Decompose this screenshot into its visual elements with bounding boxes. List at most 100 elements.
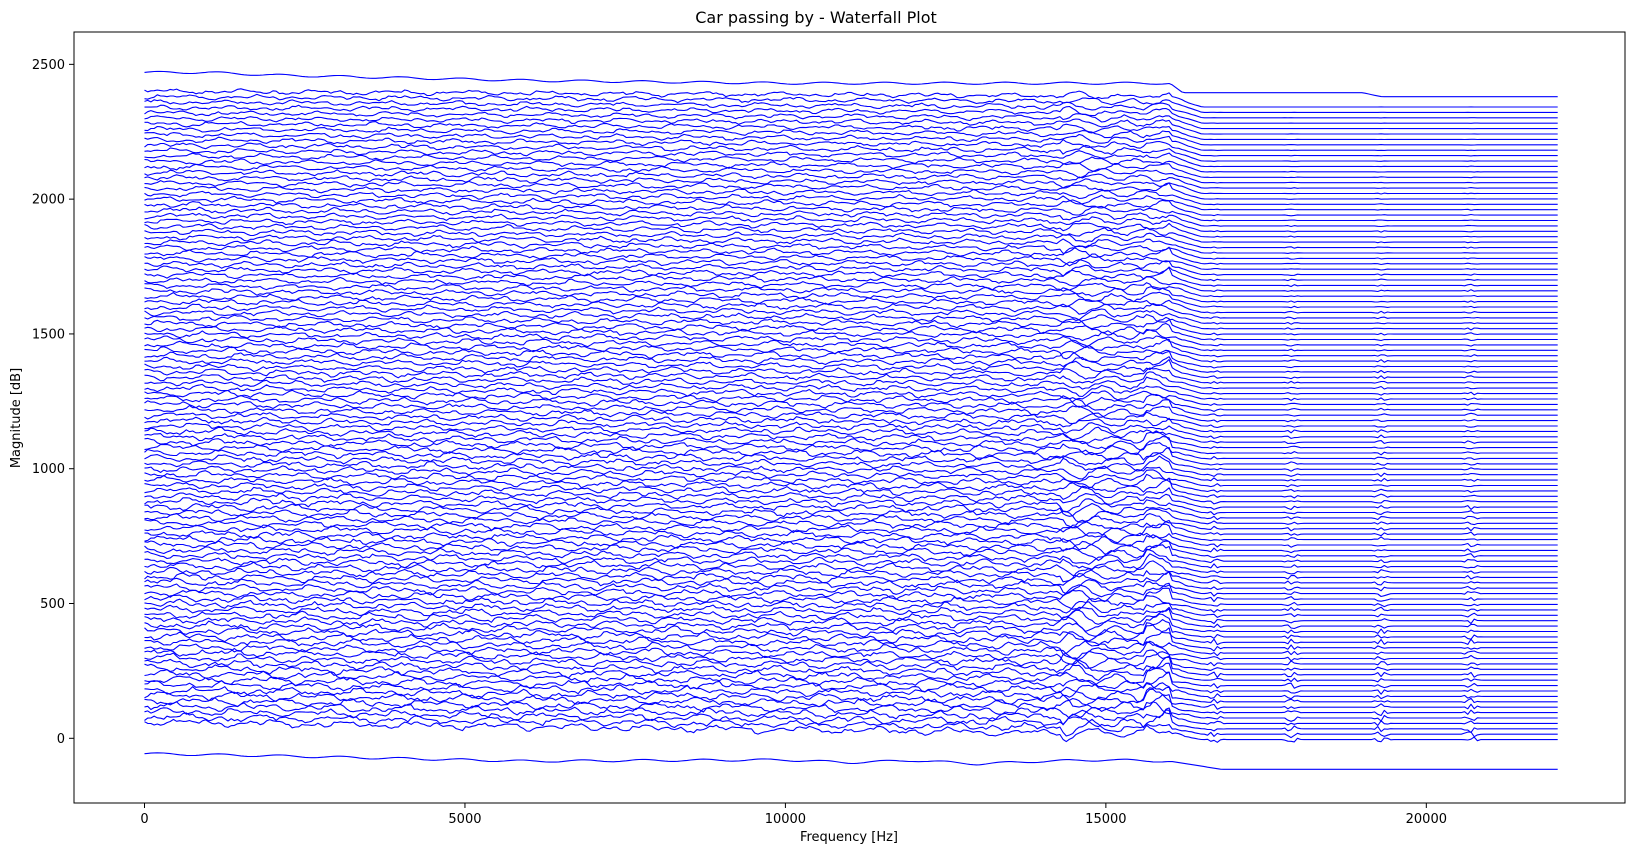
series-line: [144, 400, 1558, 423]
series-line: [144, 652, 1558, 678]
series-line: [144, 474, 1558, 499]
series-line: [144, 691, 1558, 717]
series-line: [144, 152, 1558, 173]
series-line: [144, 356, 1558, 380]
series-line: [144, 309, 1558, 331]
series-line: [144, 206, 1558, 228]
series-line: [144, 643, 1558, 667]
y-tick-label: 0: [57, 732, 65, 747]
series-line: [144, 631, 1558, 657]
series-line: [144, 663, 1558, 689]
series-line: [144, 412, 1558, 434]
series-line: [144, 454, 1558, 477]
y-axis-label: Magnitude [dB]: [9, 368, 24, 468]
series-line: [144, 604, 1558, 630]
series-line: [144, 201, 1558, 222]
series-line: [144, 249, 1558, 271]
x-tick-label: 5000: [448, 812, 481, 827]
series-line: [144, 260, 1558, 282]
series-line: [144, 620, 1558, 646]
series-line: [144, 497, 1558, 521]
series-line: [144, 589, 1558, 613]
series-line: [144, 223, 1558, 244]
series-line: [144, 120, 1558, 141]
series-line: [144, 426, 1558, 450]
series-line: [144, 686, 1558, 710]
series-line: [144, 448, 1558, 472]
series-line: [144, 433, 1558, 456]
series-line: [144, 374, 1558, 396]
series-line: [144, 465, 1558, 488]
series-line: [144, 524, 1558, 548]
series-line: [144, 701, 1558, 726]
series-line: [144, 244, 1558, 266]
series-line: [144, 142, 1558, 162]
series-line: [144, 422, 1558, 445]
series-line: [144, 718, 1558, 743]
series-line: [144, 437, 1558, 461]
series-line: [144, 712, 1558, 739]
series-line: [144, 180, 1558, 200]
series-line: [144, 314, 1558, 336]
series-line: [144, 530, 1558, 554]
series-line: [144, 340, 1558, 363]
series-line: [144, 346, 1558, 369]
series-line: [144, 276, 1558, 298]
series-line: [144, 88, 1558, 108]
series-line: [144, 363, 1558, 384]
y-axis: 0 500 1000 1500 2000 2500: [32, 58, 74, 747]
series-line: [144, 319, 1558, 342]
series-line: [144, 298, 1558, 320]
series-line: [144, 239, 1558, 260]
series-line: [144, 287, 1558, 309]
series-line: [144, 255, 1558, 276]
series-line: [144, 561, 1558, 586]
x-tick-label: 20000: [1406, 812, 1447, 827]
series-line: [144, 680, 1558, 704]
series-line: [144, 616, 1558, 640]
series-line: [144, 404, 1558, 429]
x-tick-label: 15000: [1085, 812, 1126, 827]
series-line: [144, 325, 1558, 347]
series-line: [144, 158, 1558, 179]
series-line: [144, 70, 1558, 98]
series-line: [144, 482, 1558, 505]
series-line: [144, 169, 1558, 189]
series-line: [144, 512, 1558, 537]
series-line: [144, 594, 1558, 618]
series-line: [144, 598, 1558, 625]
series-line: [144, 460, 1558, 482]
series-line: [144, 125, 1558, 146]
y-tick-label: 1500: [32, 327, 65, 342]
series-line: [144, 174, 1558, 195]
series-line: [144, 335, 1558, 358]
series-line: [144, 638, 1558, 662]
series-line: [144, 669, 1558, 695]
series-line: [144, 115, 1558, 135]
series-line: [144, 658, 1558, 683]
series-line: [144, 190, 1558, 211]
series-line: [144, 234, 1558, 254]
series-line: [144, 368, 1558, 390]
x-tick-label: 0: [140, 812, 148, 827]
series-line: [144, 577, 1558, 603]
series-line: [144, 110, 1558, 130]
series-line: [144, 292, 1558, 314]
series-line: [144, 752, 1558, 770]
series-line: [144, 492, 1558, 516]
series-line: [144, 283, 1558, 303]
series-line: [144, 503, 1558, 526]
series-traces: [144, 70, 1558, 770]
series-line: [144, 557, 1558, 580]
y-tick-label: 2000: [32, 193, 65, 208]
series-line: [144, 647, 1558, 671]
series-line: [144, 93, 1558, 113]
series-line: [144, 519, 1558, 542]
series-line: [144, 104, 1558, 124]
series-line: [144, 675, 1558, 700]
y-tick-label: 2500: [32, 58, 65, 73]
series-line: [144, 394, 1558, 417]
series-line: [144, 550, 1558, 575]
series-line: [144, 572, 1558, 598]
